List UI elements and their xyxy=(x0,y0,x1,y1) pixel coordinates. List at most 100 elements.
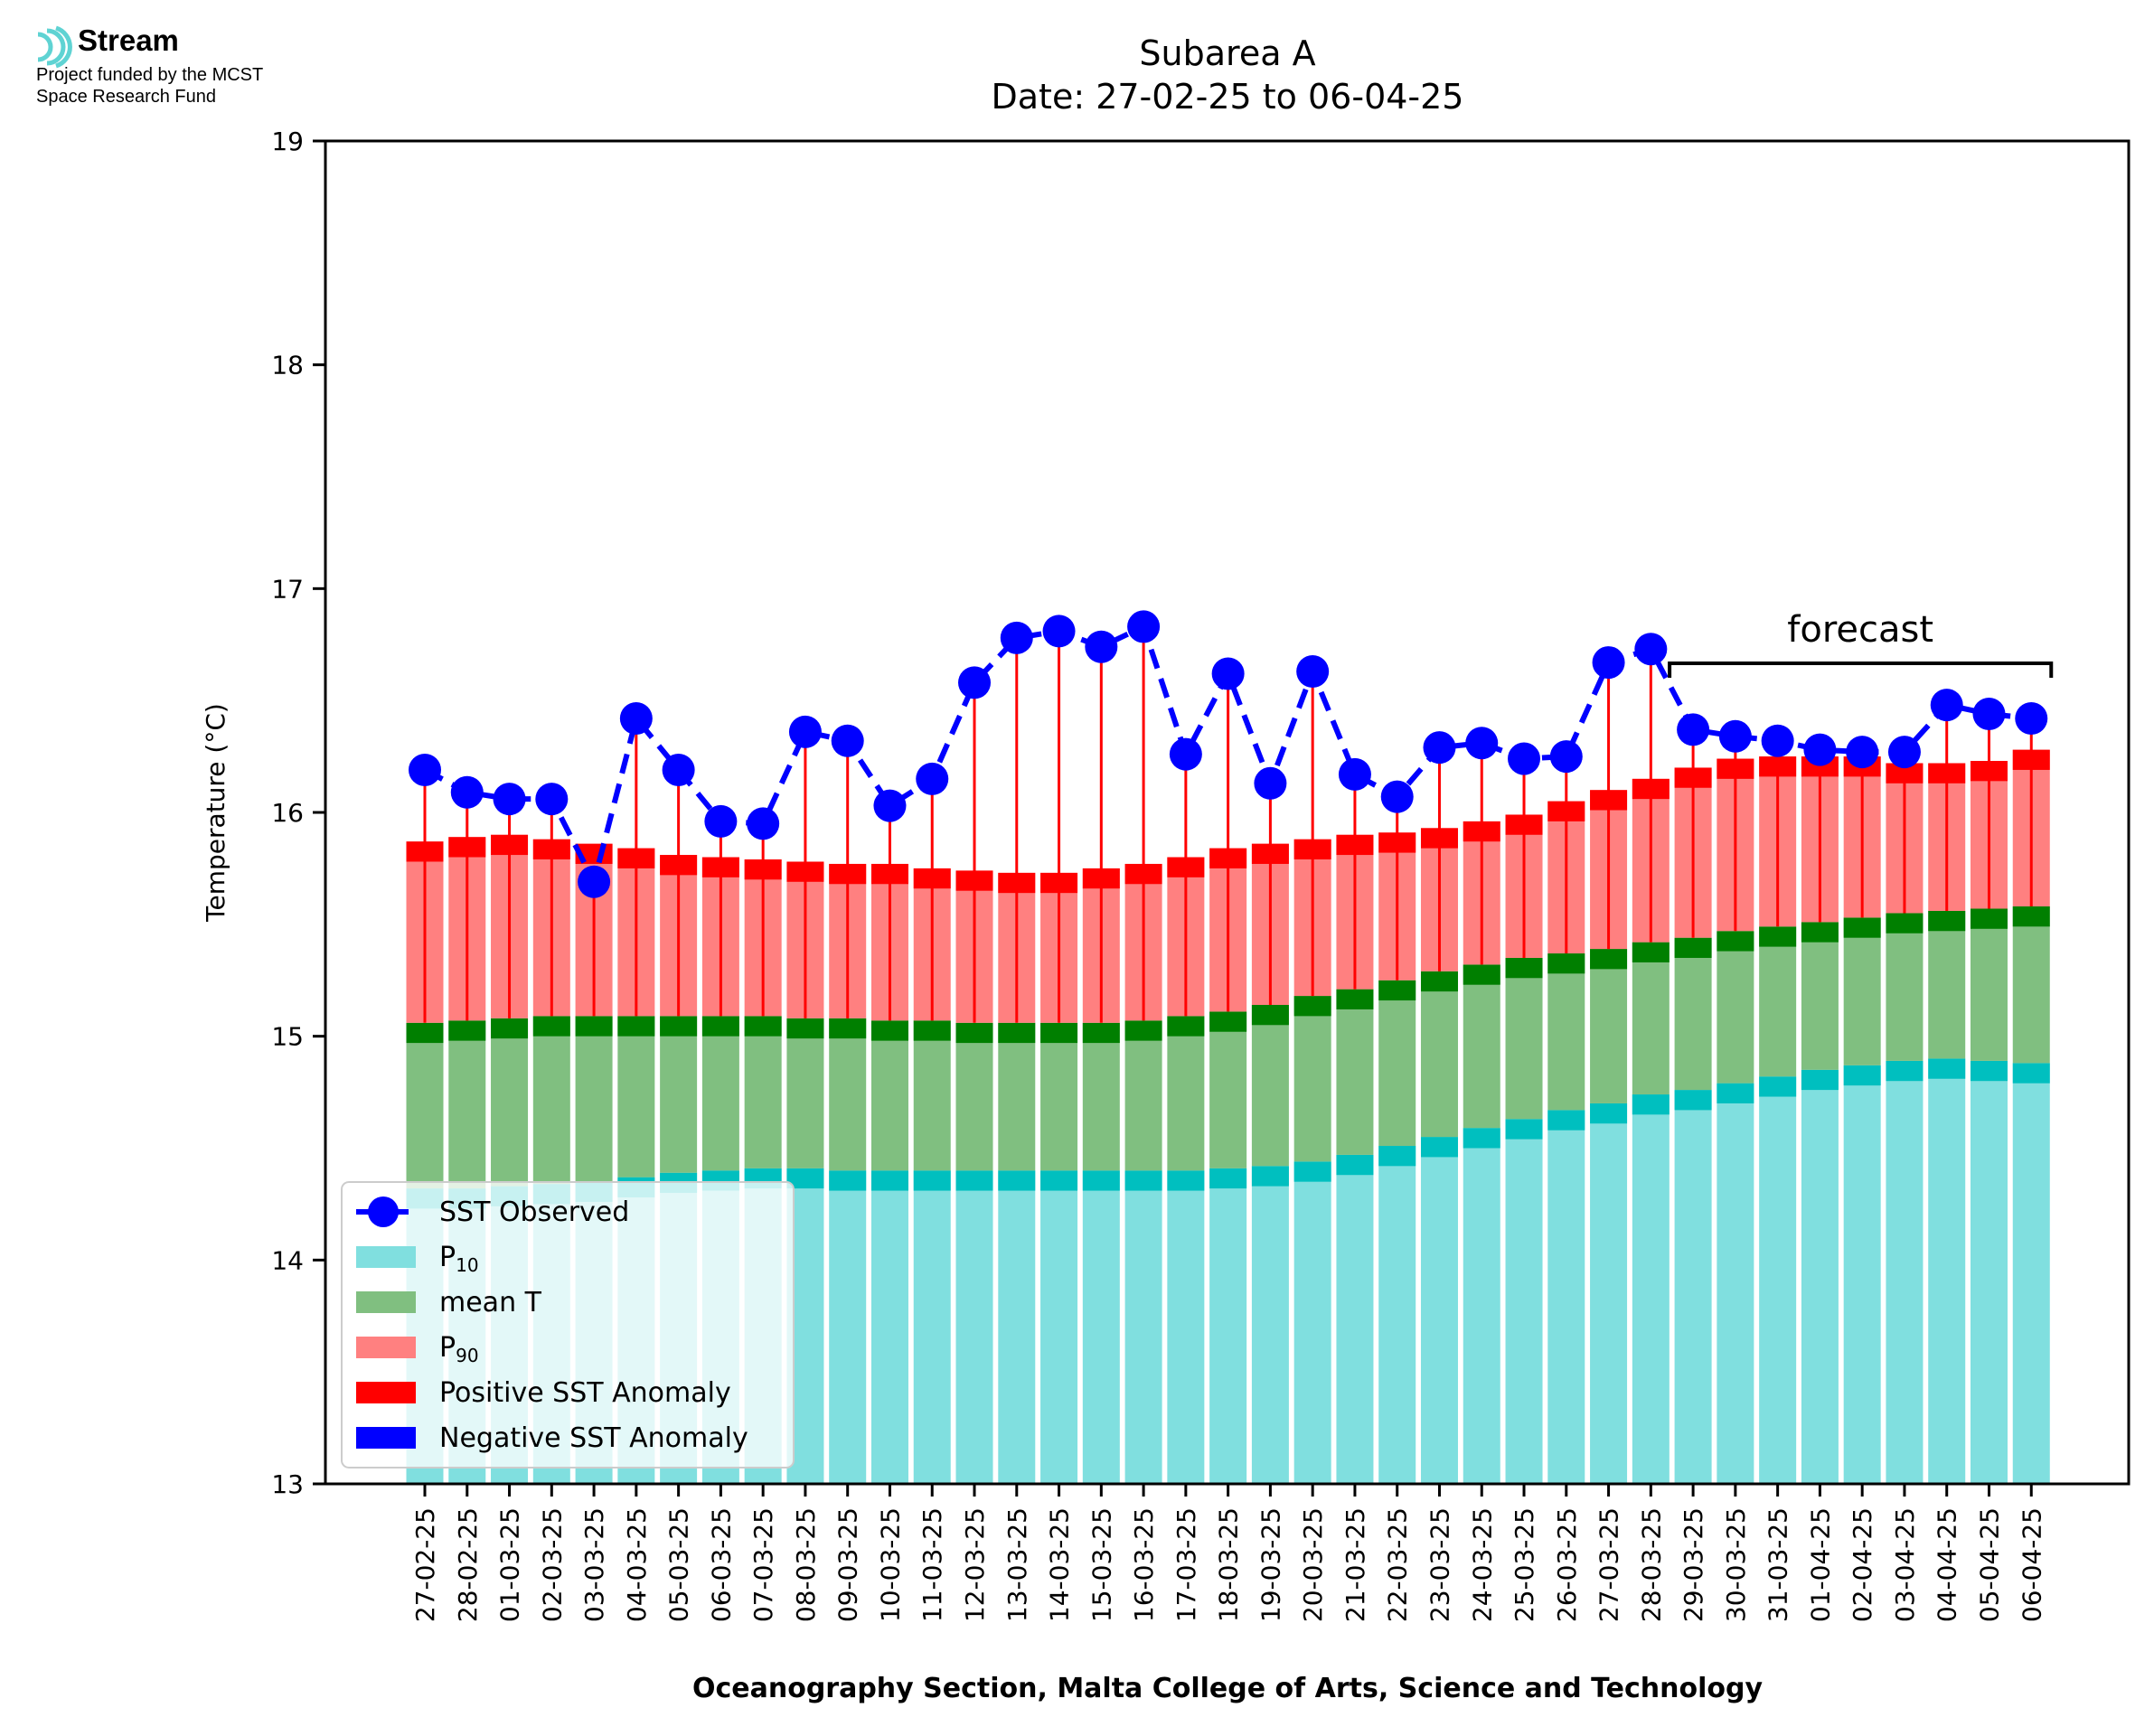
p10-edge xyxy=(1505,1119,1543,1140)
x-tick-label: 04-04-25 xyxy=(1933,1507,1962,1622)
mean-edge xyxy=(406,1022,444,1044)
p10-edge xyxy=(1293,1161,1331,1182)
legend-swatch-marker xyxy=(368,1196,399,1227)
mean-bar xyxy=(1717,931,1754,1084)
mean-bar xyxy=(448,1020,486,1189)
mean-edge xyxy=(491,1018,529,1039)
x-tick-label: 31-03-25 xyxy=(1764,1507,1793,1622)
mean-edge xyxy=(786,1018,824,1039)
legend-swatch xyxy=(356,1291,416,1313)
mean-edge xyxy=(829,1018,867,1039)
x-axis: 27-02-25 28-02-25 01-03-25 02-03-25 03-03-25… xyxy=(410,1484,2046,1622)
mean-bar xyxy=(1547,953,1585,1111)
mean-bar xyxy=(1674,937,1712,1091)
mean-bar xyxy=(1843,917,1881,1065)
mean-bar xyxy=(1928,910,1966,1059)
mean-edge xyxy=(870,1020,908,1041)
legend-swatch xyxy=(356,1382,416,1403)
mean-edge xyxy=(1378,980,1416,1001)
forecast-bracket-line xyxy=(1668,662,2054,678)
sst-observed-point xyxy=(1846,736,1879,769)
x-tick-label: 24-03-25 xyxy=(1467,1507,1497,1622)
sst-observed-point xyxy=(916,762,949,795)
mean-bar xyxy=(1970,908,2008,1061)
sst-observed-point xyxy=(1803,733,1837,766)
sst-observed-point xyxy=(1211,657,1245,690)
mean-bar xyxy=(1590,949,1628,1103)
x-tick-label: 05-04-25 xyxy=(1974,1507,2004,1622)
p10-bar xyxy=(955,1170,993,1484)
x-tick-label: 13-03-25 xyxy=(1002,1507,1032,1622)
mean-edge xyxy=(1293,996,1331,1017)
sst-observed-point xyxy=(1338,757,1371,791)
p10-edge xyxy=(1124,1170,1162,1191)
mean-edge xyxy=(532,1016,570,1037)
mean-edge xyxy=(744,1016,782,1037)
mean-bar xyxy=(491,1018,529,1187)
y-tick-label: 17 xyxy=(271,574,304,604)
x-tick-label: 05-03-25 xyxy=(664,1507,694,1622)
p10-edge xyxy=(1674,1090,1712,1111)
x-tick-label: 01-03-25 xyxy=(495,1507,525,1622)
mean-bar xyxy=(1293,996,1331,1162)
x-tick-label: 15-03-25 xyxy=(1086,1507,1116,1622)
sst-observed-point xyxy=(1887,736,1921,769)
mean-edge xyxy=(1040,1022,1078,1044)
p10-bar xyxy=(1420,1137,1458,1484)
sst-observed-point xyxy=(1677,713,1710,746)
x-tick-label: 26-03-25 xyxy=(1552,1507,1582,1622)
p10-bar xyxy=(1632,1094,1670,1484)
p10-edge xyxy=(1167,1170,1205,1191)
mean-bar xyxy=(1209,1011,1247,1168)
sst-observed-point xyxy=(535,783,569,816)
mean-edge xyxy=(660,1016,698,1037)
sst-observed-point xyxy=(1127,610,1161,643)
x-tick-label: 03-04-25 xyxy=(1890,1507,1920,1622)
y-tick-label: 16 xyxy=(271,798,304,828)
legend-label: Positive SST Anomaly xyxy=(439,1377,731,1409)
p10-edge xyxy=(1463,1128,1500,1149)
mean-bar xyxy=(1378,980,1416,1147)
x-tick-label: 25-03-25 xyxy=(1510,1507,1539,1622)
sst-observed-point xyxy=(1761,724,1794,757)
y-tick-label: 14 xyxy=(271,1245,304,1275)
p10-edge xyxy=(1632,1094,1670,1115)
sst-observed-point xyxy=(747,807,780,840)
p10-edge xyxy=(1040,1170,1078,1191)
p10-bar xyxy=(1463,1128,1500,1484)
p10-edge xyxy=(870,1170,908,1191)
mean-bar xyxy=(1505,957,1543,1120)
p10-bar xyxy=(1843,1065,1881,1484)
y-axis: 13 14 15 16 17 18 19 xyxy=(271,127,325,1499)
x-tick-label: 12-03-25 xyxy=(960,1507,990,1622)
mean-bar xyxy=(1886,913,1924,1061)
p10-edge xyxy=(1590,1103,1628,1124)
mean-bar xyxy=(406,1022,444,1189)
mean-edge xyxy=(1590,949,1628,970)
mean-bar xyxy=(1801,922,1839,1070)
p10-bar xyxy=(2012,1063,2050,1484)
p10-bar xyxy=(1674,1090,1712,1484)
mean-edge xyxy=(1082,1022,1120,1044)
legend-label: SST Observed xyxy=(439,1196,629,1228)
y-tick-label: 19 xyxy=(271,127,304,156)
logo-name: Stream xyxy=(78,23,179,57)
p10-edge xyxy=(2012,1063,2050,1084)
mean-edge xyxy=(1928,910,1966,932)
x-tick-label: 11-03-25 xyxy=(917,1507,947,1622)
sst-observed-point xyxy=(450,775,484,809)
mean-edge xyxy=(1463,964,1500,985)
mean-bar xyxy=(870,1020,908,1171)
x-tick-label: 20-03-25 xyxy=(1298,1507,1328,1622)
x-tick-label: 30-03-25 xyxy=(1721,1507,1751,1622)
sst-observed-point xyxy=(619,701,653,735)
mean-bar xyxy=(913,1020,951,1171)
mean-edge xyxy=(1505,957,1543,979)
legend-label: Negative SST Anomaly xyxy=(439,1422,748,1454)
forecast-label: forecast xyxy=(1787,609,1933,651)
mean-bar xyxy=(1759,926,1797,1077)
logo-funding-line-1: Project funded by the MCST xyxy=(36,65,264,85)
x-tick-label: 03-03-25 xyxy=(579,1507,609,1622)
p10-bar xyxy=(913,1170,951,1484)
